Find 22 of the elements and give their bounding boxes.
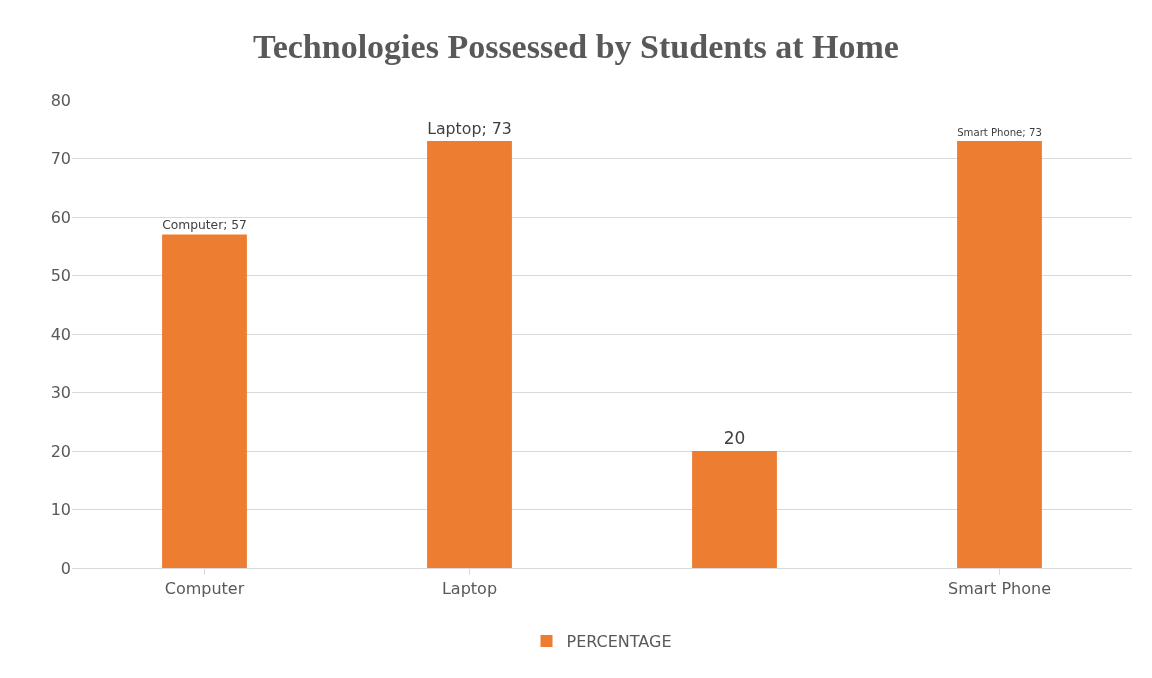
y-tick-label: 50: [50, 266, 71, 286]
y-tick-label: 20: [50, 441, 71, 461]
x-tick-label: Smart Phone: [947, 579, 1052, 599]
bar: [692, 451, 777, 568]
data-label: 20: [723, 428, 746, 448]
y-tick-label: 10: [50, 500, 71, 520]
x-tick-label: Computer: [164, 579, 245, 599]
data-label: Smart Phone; 73: [957, 126, 1042, 138]
y-tick-label: 40: [50, 324, 71, 344]
legend-label: PERCENTAGE: [566, 632, 672, 652]
y-tick-label: 60: [50, 207, 71, 227]
bar: [957, 140, 1042, 568]
bar: [427, 140, 512, 568]
y-tick-label: 80: [50, 90, 71, 110]
y-tick-label: 30: [50, 383, 71, 403]
bar: [162, 234, 247, 568]
y-tick-label: 70: [50, 149, 71, 169]
chart-title: Technologies Possessed by Students at Home: [253, 27, 899, 65]
data-label: Laptop; 73: [427, 119, 512, 139]
data-label: Computer; 57: [162, 217, 247, 232]
x-tick-label: Laptop: [441, 579, 498, 599]
y-tick-label: 0: [60, 558, 71, 578]
